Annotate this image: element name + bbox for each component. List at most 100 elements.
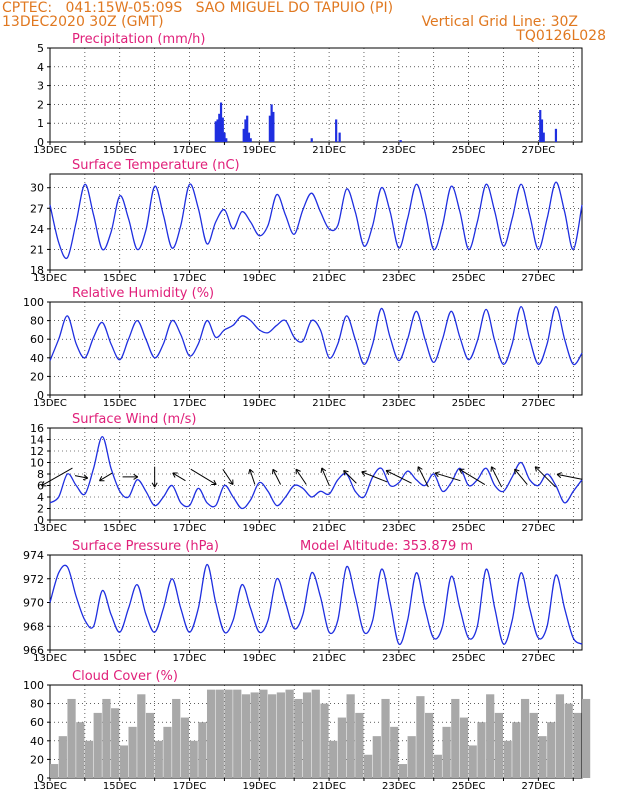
panel-5-bar bbox=[459, 717, 469, 778]
panel-3-ytick-label: 12 bbox=[30, 445, 44, 458]
panel-3-ytick-label: 2 bbox=[37, 503, 44, 516]
panel-5-bar bbox=[555, 694, 565, 778]
panel-1-ytick-label: 21 bbox=[30, 243, 44, 256]
panel-0-bar bbox=[242, 128, 245, 142]
panel-5-bar bbox=[503, 740, 512, 778]
panel-0-ytick-label: 1 bbox=[37, 117, 44, 130]
panel-5-bar bbox=[355, 712, 364, 778]
panel-3-wind-arrowhead bbox=[556, 472, 562, 479]
panel-5-bar bbox=[233, 689, 242, 778]
panel-3-ytick-label: 6 bbox=[37, 480, 44, 493]
panel-5-bar bbox=[119, 745, 128, 778]
panel-2-ytick-label: 20 bbox=[30, 370, 44, 383]
panel-3-ytick-label: 10 bbox=[30, 457, 44, 470]
panel-4-ytick-label: 974 bbox=[23, 549, 44, 562]
panel-3-wind-arrowhead bbox=[151, 482, 158, 488]
panel-2-frame bbox=[49, 301, 583, 396]
panel-2-xtick-label: 27DEC bbox=[522, 398, 556, 409]
panel-5-bar bbox=[468, 745, 477, 778]
panel-5-bar bbox=[259, 689, 268, 778]
panel-4-annotation: Model Altitude: 353.879 m bbox=[300, 539, 473, 554]
panel-0-xtick-label: 21DEC bbox=[312, 145, 346, 156]
panel-3-wind-arrowhead bbox=[361, 470, 367, 477]
panel-4-xtick-label: 19DEC bbox=[242, 653, 276, 664]
panel-5-ytick-label: 80 bbox=[30, 698, 44, 711]
panel-0-bar bbox=[249, 138, 252, 142]
panel-4-xtick-label: 21DEC bbox=[312, 653, 346, 664]
panel-5-bar bbox=[84, 740, 94, 778]
panel-0-bar bbox=[335, 119, 338, 142]
panel-0-ytick-label: 0 bbox=[37, 136, 44, 149]
panel-5-xtick-label: 23DEC bbox=[382, 781, 416, 792]
panel-5-xtick-label: 17DEC bbox=[173, 781, 207, 792]
panel-0-bar bbox=[225, 138, 228, 142]
panel-5-bar bbox=[337, 717, 347, 778]
panel-3-wind-arrowhead bbox=[41, 481, 47, 487]
panel-3-wind-vector bbox=[249, 469, 256, 485]
panel-0-bar bbox=[268, 115, 271, 142]
panel-5-bar bbox=[520, 698, 530, 778]
panel-3-wind-arrowhead bbox=[248, 468, 254, 475]
panel-3-wind-vector bbox=[272, 469, 282, 485]
panel-3-wind-vector bbox=[99, 472, 113, 482]
panel-0-xtick-label: 25DEC bbox=[452, 145, 486, 156]
panel-5-bar bbox=[250, 692, 259, 778]
panel-1-xtick-label: 25DEC bbox=[452, 273, 486, 284]
panel-3-xtick-label: 23DEC bbox=[382, 523, 416, 534]
panel-3-wind-arrowhead bbox=[82, 474, 89, 481]
panel-4-ytick-label: 970 bbox=[23, 597, 44, 610]
panel-0-bar bbox=[272, 111, 275, 142]
panel-0-xtick-label: 13DEC bbox=[33, 145, 67, 156]
panel-5-bar bbox=[529, 712, 538, 778]
panel-4-ytick-label: 968 bbox=[23, 620, 44, 633]
panel-4-ytick-label: 972 bbox=[23, 573, 44, 586]
panel-5-bar bbox=[145, 712, 155, 778]
panel-3-wind-arrowhead bbox=[514, 468, 520, 475]
panel-2-ytick-label: 0 bbox=[37, 389, 44, 402]
panel-1-xtick-label: 19DEC bbox=[242, 273, 276, 284]
panel-5-bar bbox=[276, 692, 285, 778]
panel-5-bar bbox=[224, 689, 233, 778]
panel-5-xtick-label: 13DEC bbox=[33, 781, 67, 792]
panel-5-bar bbox=[285, 689, 294, 778]
panel-5-bar bbox=[398, 764, 408, 778]
panel-5-bar bbox=[268, 694, 277, 778]
panel-2-ytick-label: 40 bbox=[30, 352, 44, 365]
panel-3-wind-vector bbox=[172, 472, 186, 482]
panel-0-bar bbox=[540, 119, 544, 142]
panel-2-ytick-label: 60 bbox=[30, 333, 44, 346]
panel-0-bar bbox=[554, 128, 558, 142]
panel-5-bar bbox=[67, 698, 76, 778]
panel-2-xtick-label: 15DEC bbox=[103, 398, 137, 409]
panel-5-xtick-label: 25DEC bbox=[452, 781, 486, 792]
panel-3-wind-vector bbox=[490, 466, 503, 488]
panel-0-ytick-label: 5 bbox=[37, 42, 44, 55]
panel-3-ytick-label: 0 bbox=[37, 514, 44, 527]
panel-2-xtick-label: 19DEC bbox=[242, 398, 276, 409]
panel-1-xtick-label: 13DEC bbox=[33, 273, 67, 284]
panel-3-ytick-label: 4 bbox=[37, 491, 44, 504]
panel-5-bar bbox=[512, 722, 521, 778]
panel-1-ytick-label: 18 bbox=[30, 264, 44, 277]
panel-3-wind-vector bbox=[459, 468, 486, 485]
panel-0-bar bbox=[219, 102, 223, 142]
panel-4-title: Surface Pressure (hPa) bbox=[72, 539, 219, 554]
panel-1-series-line bbox=[49, 181, 583, 260]
panel-3-wind-arrowhead bbox=[320, 467, 327, 473]
panel-5-bar bbox=[172, 698, 181, 778]
panel-3-wind-arrowhead bbox=[343, 470, 349, 476]
panel-0-xtick-label: 27DEC bbox=[522, 145, 556, 156]
panel-5-bar bbox=[137, 694, 146, 778]
panel-5-bar bbox=[564, 703, 573, 778]
panel-5-bar bbox=[111, 708, 120, 778]
panel-2-series-line bbox=[49, 305, 583, 366]
panel-5-xtick-label: 27DEC bbox=[522, 781, 556, 792]
panel-5-bar bbox=[215, 689, 224, 778]
panel-3-wind-vector bbox=[556, 473, 583, 480]
panel-3-wind-vector bbox=[74, 475, 88, 479]
panel-0-bar bbox=[247, 132, 251, 142]
panel-0-bar bbox=[270, 104, 273, 142]
panel-5-bar bbox=[154, 740, 163, 778]
panel-5-bar bbox=[102, 698, 111, 778]
panel-3-wind-arrowhead bbox=[434, 471, 440, 478]
